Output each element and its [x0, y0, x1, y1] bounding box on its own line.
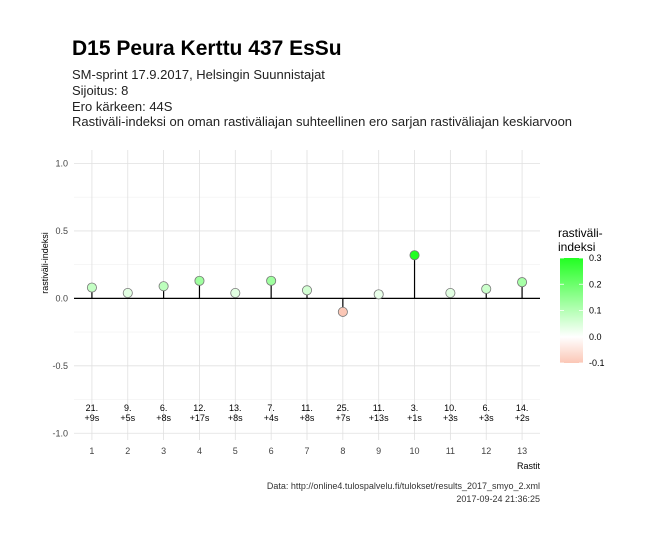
x-axis-title: Rastit [517, 461, 541, 471]
annotation-placing: 7. [267, 403, 275, 413]
annotation-placing: 6. [160, 403, 168, 413]
x-tick-label: 1 [89, 446, 94, 456]
y-tick-label: 0.5 [55, 226, 68, 236]
x-tick-label: 11 [446, 446, 455, 456]
annotation-placing: 13. [229, 403, 242, 413]
legend-tick-label: 0.1 [589, 306, 602, 316]
x-tick-label: 6 [269, 446, 274, 456]
data-point [122, 287, 133, 298]
x-tick-label: 8 [340, 446, 345, 456]
annotation-time: +3s [479, 413, 494, 423]
annotation-time: +17s [190, 413, 210, 423]
x-tick-label: 9 [376, 446, 381, 456]
x-tick-label: 13 [517, 446, 527, 456]
data-point [194, 275, 205, 286]
source-caption: Data: http://online4.tulospalvelu.fi/tul… [267, 481, 540, 491]
y-tick-label: 0.0 [55, 293, 68, 303]
x-tick-label: 7 [304, 446, 309, 456]
legend-tick-label: -0.1 [589, 358, 605, 368]
subtitle-line-2: Sijoitus: 8 [72, 83, 128, 98]
data-point [86, 282, 97, 293]
annotation-placing: 3. [411, 403, 419, 413]
y-tick-label: -0.5 [52, 361, 68, 371]
legend-tick-label: 0.0 [589, 332, 602, 342]
data-point [230, 287, 241, 298]
annotation-placing: 25. [337, 403, 350, 413]
point-annotations: 21.+9s9.+5s6.+8s12.+17s13.+8s7.+4s11.+8s… [85, 403, 530, 423]
x-tick-label: 2 [125, 446, 130, 456]
y-axis-ticks: -1.0 -0.5 0.0 0.5 1.0 [52, 158, 68, 438]
legend-colorbar [560, 258, 583, 363]
x-tick-label: 10 [410, 446, 420, 456]
annotation-time: +8s [300, 413, 315, 423]
legend-tick-label: 0.3 [589, 253, 602, 263]
data-point [445, 287, 456, 298]
annotation-placing: 9. [124, 403, 132, 413]
data-point [266, 275, 277, 286]
subtitle-line-1: SM-sprint 17.9.2017, Helsingin Suunnista… [72, 67, 325, 82]
y-tick-label: -1.0 [52, 428, 68, 438]
x-tick-label: 3 [161, 446, 166, 456]
lollipop-points [86, 250, 528, 317]
annotation-time: +5s [120, 413, 135, 423]
annotation-time: +1s [407, 413, 422, 423]
annotation-time: +7s [335, 413, 350, 423]
annotation-time: +9s [85, 413, 100, 423]
x-tick-label: 4 [197, 446, 202, 456]
data-point [409, 250, 420, 261]
data-point [481, 283, 492, 294]
annotation-placing: 11. [301, 403, 313, 413]
chart-title: D15 Peura Kerttu 437 EsSu [72, 37, 342, 60]
x-tick-label: 12 [481, 446, 491, 456]
y-tick-label: 1.0 [55, 158, 68, 168]
data-point [301, 285, 312, 296]
annotation-placing: 6. [482, 403, 490, 413]
color-legend: rastiväli- indeksi 0.3 0.2 0.1 0.0 -0.1 [558, 226, 605, 368]
subtitle-line-4: Rastiväli-indeksi on oman rastiväliajan … [72, 114, 572, 129]
annotation-time: +2s [515, 413, 530, 423]
annotation-placing: 14. [516, 403, 529, 413]
y-axis-title: rastiväli-indeksi [40, 232, 50, 294]
annotation-time: +4s [264, 413, 279, 423]
legend-title-line-1: rastiväli- [558, 226, 603, 240]
annotation-time: +8s [156, 413, 171, 423]
data-point [337, 306, 348, 317]
data-point [158, 281, 169, 292]
annotation-placing: 11. [373, 403, 385, 413]
legend-title-line-2: indeksi [558, 240, 595, 254]
x-axis-ticks: 1 2 3 4 5 6 7 8 9 10 11 12 13 [89, 446, 527, 456]
data-point [517, 277, 528, 288]
annotation-time: +3s [443, 413, 458, 423]
annotation-time: +13s [369, 413, 389, 423]
annotation-placing: 10. [444, 403, 457, 413]
annotation-placing: 12. [193, 403, 206, 413]
data-point [373, 289, 384, 300]
timestamp-caption: 2017-09-24 21:36:25 [456, 494, 540, 504]
subtitle-line-3: Ero kärkeen: 44S [72, 99, 173, 114]
legend-tick-label: 0.2 [589, 279, 602, 289]
annotation-placing: 21. [86, 403, 99, 413]
annotation-time: +8s [228, 413, 243, 423]
x-tick-label: 5 [233, 446, 238, 456]
